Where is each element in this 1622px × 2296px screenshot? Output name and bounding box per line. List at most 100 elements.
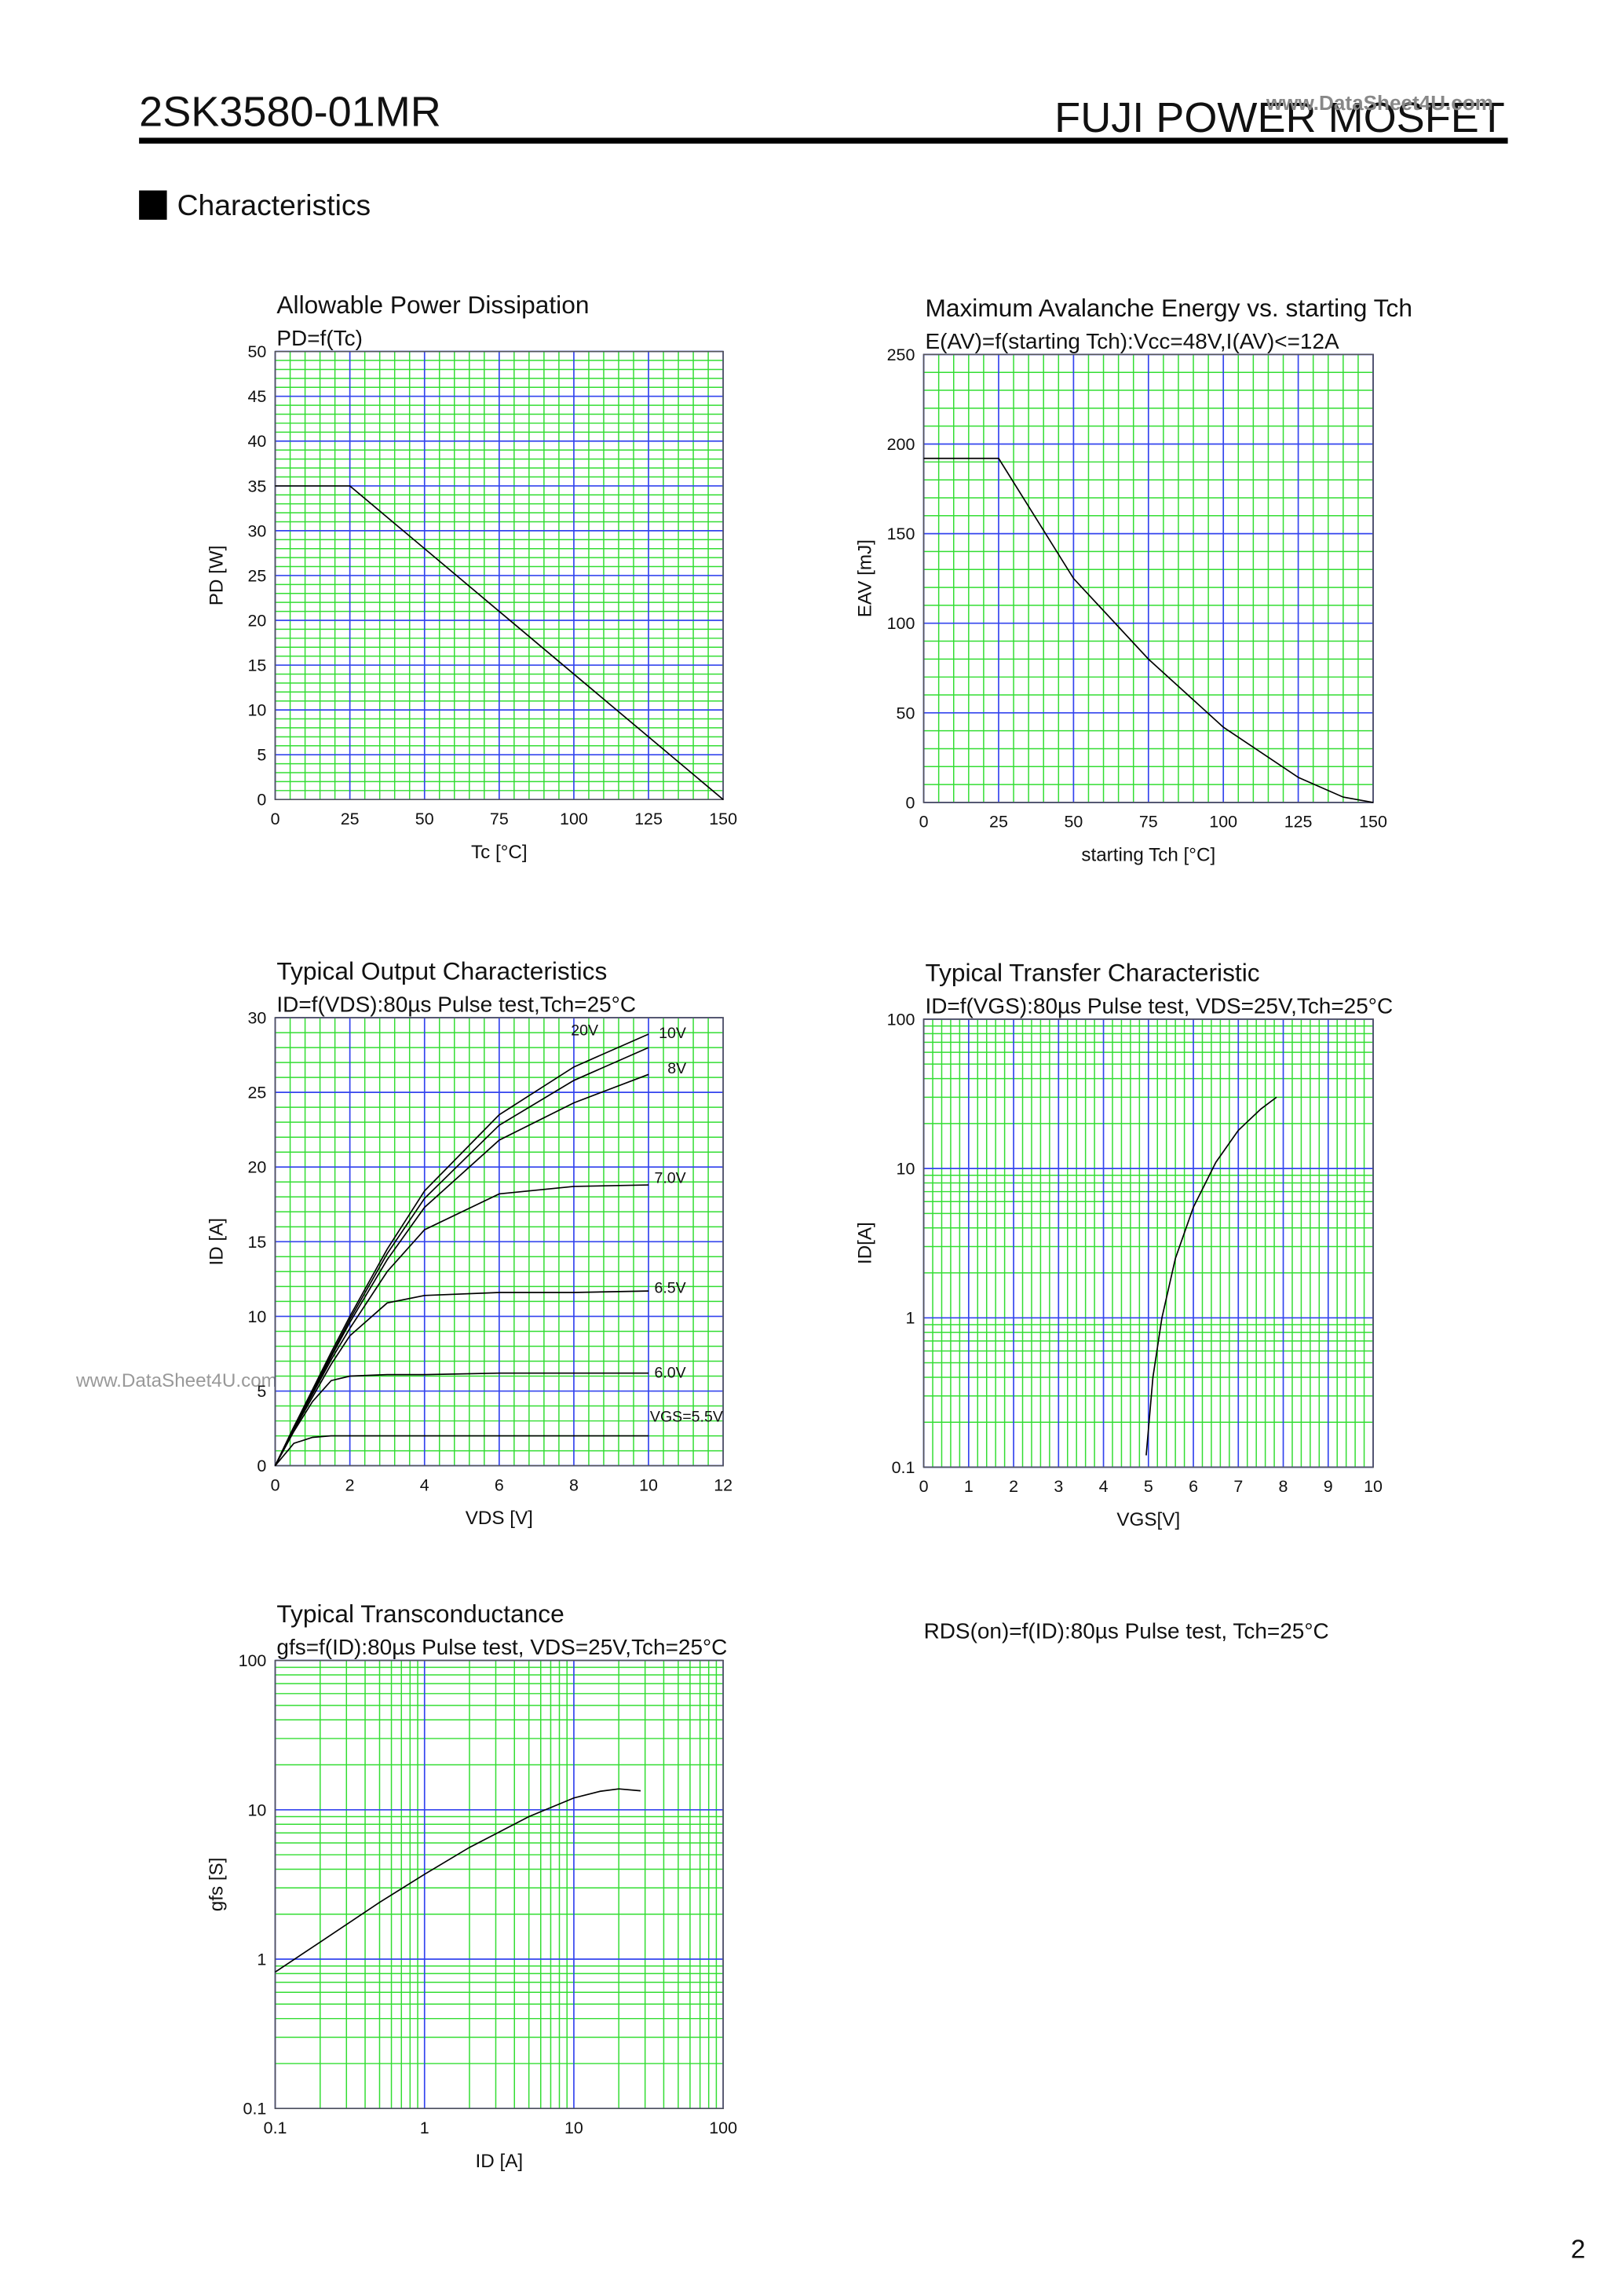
y-tick-label: 200: [887, 435, 915, 454]
section-marker: [139, 190, 167, 220]
y-tick-label: 20: [248, 611, 267, 630]
x-tick-label: 50: [1064, 813, 1083, 832]
x-tick-label: 0.1: [264, 2119, 287, 2137]
data-line: [275, 1788, 641, 1973]
x-tick-label: 0: [919, 813, 929, 832]
x-axis-label: VGS[V]: [1116, 1509, 1180, 1530]
data-line: [1145, 1096, 1277, 1456]
curve-label: 6.0V: [654, 1365, 685, 1382]
y-tick-label: 40: [248, 432, 267, 451]
x-tick-label: 0: [271, 810, 280, 828]
y-tick-label: 150: [887, 525, 915, 543]
y-tick-label: 25: [248, 566, 267, 585]
y-tick-label: 250: [887, 345, 915, 364]
y-tick-label: 0: [257, 1457, 266, 1475]
x-tick-label: 4: [1099, 1477, 1109, 1496]
y-tick-label: 10: [248, 1801, 267, 1819]
y-tick-label: 10: [897, 1160, 915, 1179]
y-tick-label: 50: [248, 342, 267, 361]
chart-title: Typical Transconductance: [276, 1600, 564, 1628]
data-line: [275, 484, 724, 800]
data-line: [274, 1372, 649, 1467]
plot-area: [274, 1659, 724, 2109]
y-tick-label: 0: [257, 791, 266, 810]
x-tick-label: 2: [345, 1475, 355, 1494]
y-tick-label: 5: [257, 1382, 266, 1401]
x-tick-label: 8: [1279, 1477, 1288, 1496]
watermark: www.DataSheet4U.com: [1266, 91, 1493, 115]
x-tick-label: 9: [1324, 1477, 1333, 1496]
x-tick-label: 75: [490, 810, 509, 828]
chart-subtitle: PD=f(Tc): [276, 326, 363, 350]
y-tick-label: 25: [248, 1084, 267, 1102]
data-line: [274, 1033, 649, 1466]
x-tick-label: 8: [569, 1475, 579, 1494]
x-tick-label: 75: [1139, 813, 1158, 832]
chart-title: Maximum Avalanche Energy vs. starting Tc…: [925, 294, 1412, 322]
chart-title: Typical Output Characteristics: [276, 957, 607, 985]
y-tick-label: 30: [248, 1009, 267, 1028]
x-tick-label: 25: [341, 810, 360, 828]
y-tick-label: 10: [248, 701, 267, 720]
section-title: Characteristics: [177, 188, 371, 221]
chart-subtitle: ID=f(VDS):80µs Pulse test,Tch=25°C: [276, 993, 636, 1017]
chart-title: Allowable Power Dissipation: [276, 291, 589, 319]
x-tick-label: 4: [420, 1475, 429, 1494]
y-axis-label: gfs [S]: [206, 1858, 227, 1912]
data-line: [923, 457, 1374, 803]
x-tick-label: 7: [1233, 1477, 1243, 1496]
y-tick-label: 100: [887, 1010, 915, 1029]
plot-frame: [922, 353, 1374, 803]
brand: FUJI POWER MOSFET: [1054, 94, 1505, 141]
x-tick-label: 10: [1364, 1477, 1383, 1496]
y-tick-label: 100: [887, 614, 915, 633]
y-tick-label: 100: [239, 1651, 267, 1670]
curve-label: 7.0V: [654, 1170, 685, 1187]
curve-label: 20V: [571, 1022, 598, 1039]
x-tick-label: 6: [1189, 1477, 1198, 1496]
plot-frame: [274, 1659, 724, 2109]
y-axis-label: PD [W]: [206, 546, 227, 606]
y-tick-label: 5: [257, 746, 266, 765]
x-tick-label: 25: [989, 813, 1008, 832]
data-line: [274, 1073, 649, 1466]
y-tick-label: 30: [248, 521, 267, 540]
chart-title: Typical Transfer Characteristic: [925, 958, 1259, 986]
y-axis-label: ID [A]: [206, 1218, 227, 1266]
y-tick-label: 0.1: [243, 2100, 267, 2119]
y-tick-label: 1: [257, 1950, 266, 1969]
x-tick-label: 100: [709, 2119, 737, 2137]
curve-label: 10V: [659, 1025, 686, 1042]
y-tick-label: 50: [897, 704, 915, 722]
x-tick-label: 125: [1284, 813, 1313, 832]
plot-frame: [922, 1018, 1374, 1468]
curve-label: VGS=5.5V: [650, 1409, 723, 1426]
x-tick-label: 0: [919, 1477, 929, 1496]
chart-subtitle: E(AV)=f(starting Tch):Vcc=48V,I(AV)<=12A: [925, 329, 1339, 353]
y-axis-label: ID[A]: [854, 1222, 875, 1264]
chart-subtitle: gfs=f(ID):80µs Pulse test, VDS=25V,Tch=2…: [276, 1635, 727, 1659]
x-tick-label: 1: [964, 1477, 974, 1496]
y-tick-label: 20: [248, 1158, 267, 1177]
y-tick-label: 15: [248, 1233, 267, 1252]
x-tick-label: 10: [639, 1475, 658, 1494]
x-tick-label: 12: [714, 1475, 732, 1494]
y-tick-label: 0.1: [892, 1458, 915, 1477]
side-watermark: www.DataSheet4U.com: [75, 1370, 277, 1391]
page-number: 2: [1571, 2235, 1586, 2264]
data-line: [274, 1435, 649, 1467]
x-axis-label: ID [A]: [476, 2151, 524, 2172]
x-tick-label: 5: [1144, 1477, 1153, 1496]
rds-caption: RDS(on)=f(ID):80µs Pulse test, Tch=25°C: [924, 1619, 1329, 1643]
x-tick-label: 100: [1209, 813, 1237, 832]
x-tick-label: 50: [415, 810, 434, 828]
chart-subtitle: ID=f(VGS):80µs Pulse test, VDS=25V,Tch=2…: [925, 993, 1393, 1018]
x-tick-label: 2: [1009, 1477, 1018, 1496]
y-tick-label: 10: [248, 1307, 267, 1326]
y-tick-label: 15: [248, 656, 267, 675]
y-tick-label: 1: [905, 1309, 915, 1328]
y-axis-label: EAV [mJ]: [854, 539, 875, 617]
x-axis-label: Tc [°C]: [471, 842, 528, 863]
